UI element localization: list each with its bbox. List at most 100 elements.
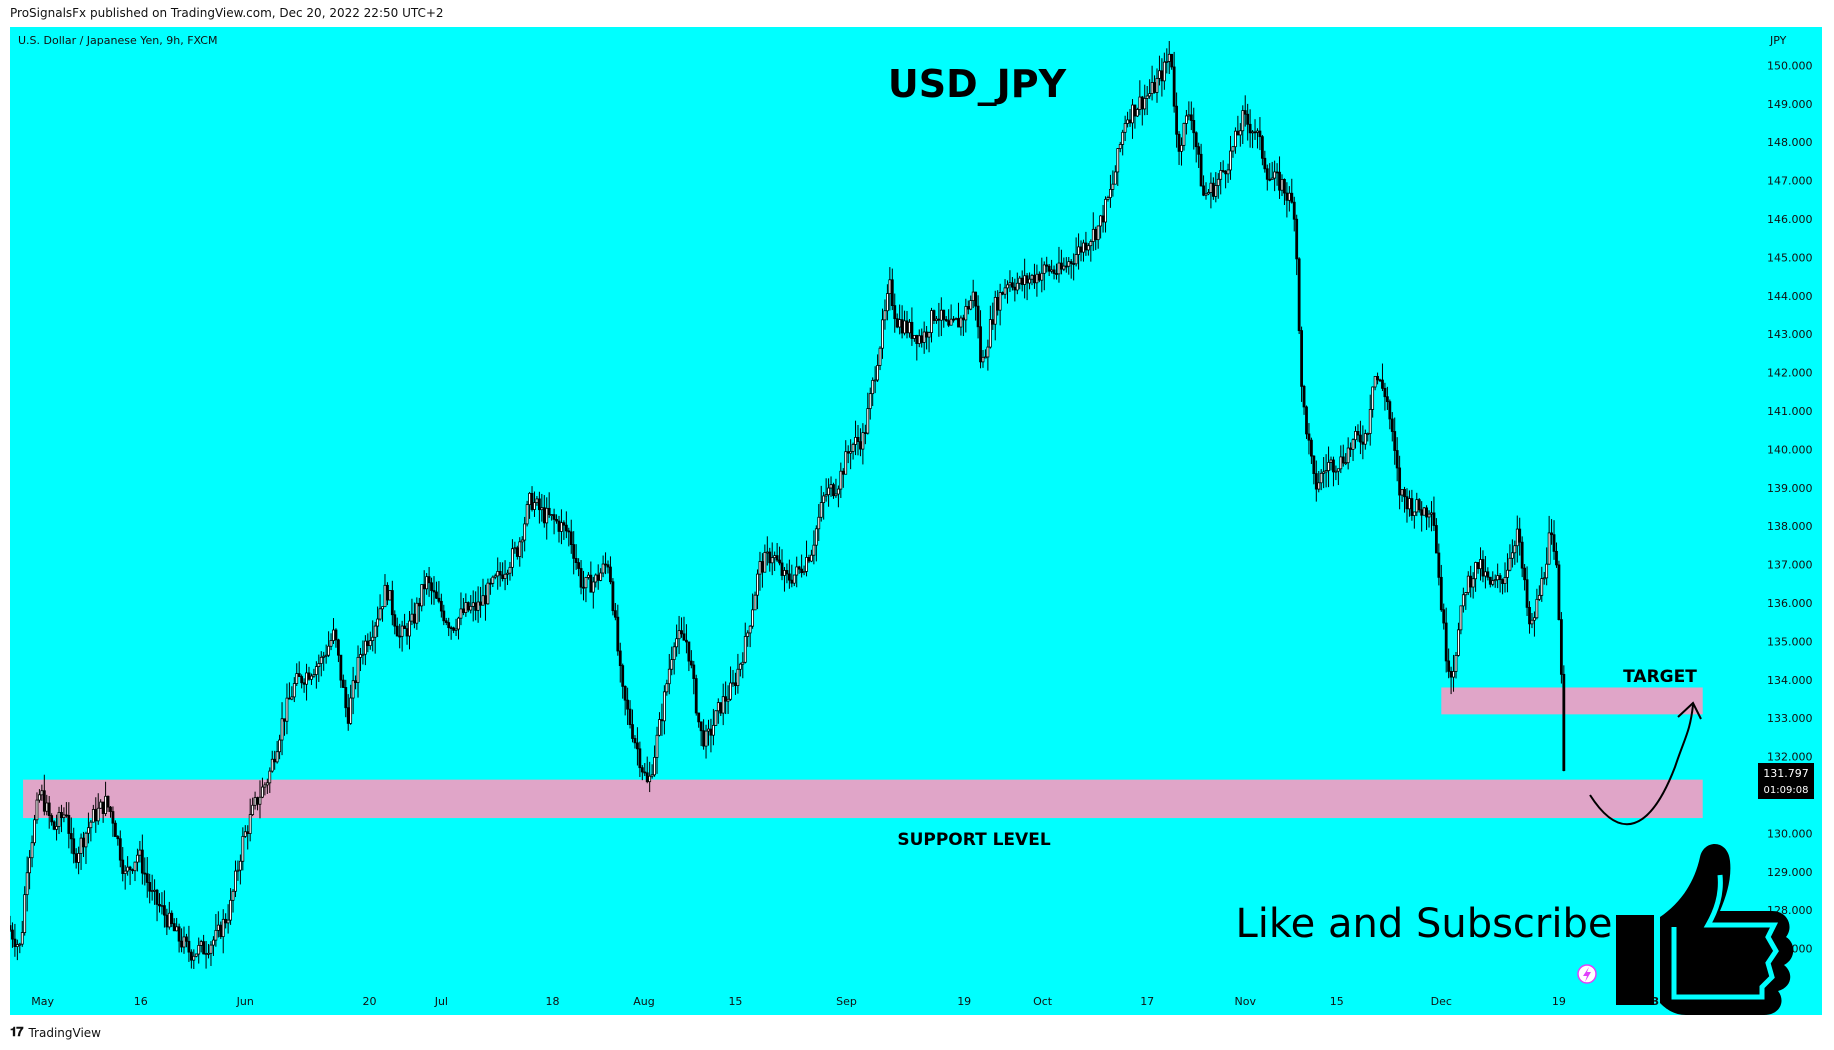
- candle-body: [1437, 552, 1441, 578]
- candle-body: [393, 614, 397, 627]
- candle-body: [564, 524, 568, 532]
- candle-body: [1077, 246, 1080, 255]
- candle-body: [329, 640, 333, 647]
- candle-body: [212, 939, 215, 946]
- candle-body: [905, 320, 909, 334]
- candle-body: [187, 940, 191, 953]
- candle-body: [508, 566, 512, 574]
- candle-body: [949, 318, 953, 326]
- candle-body: [670, 659, 674, 670]
- candle-body: [332, 629, 335, 641]
- candle-body: [1172, 66, 1176, 107]
- candle-body: [1415, 499, 1419, 513]
- candle-body: [790, 579, 794, 584]
- candle-body: [199, 941, 203, 946]
- candle-body: [1126, 119, 1129, 124]
- candle-body: [714, 710, 718, 726]
- candle-body: [87, 827, 90, 834]
- candle-body: [1273, 171, 1277, 179]
- candle-body: [163, 905, 166, 916]
- candle-body: [1381, 379, 1384, 389]
- candle-body: [1182, 123, 1186, 146]
- candle-body: [344, 687, 348, 709]
- candle-body: [836, 488, 840, 495]
- candle-body: [1488, 576, 1492, 585]
- candle-body: [1082, 242, 1085, 253]
- candle-body: [1361, 441, 1365, 445]
- candle-body: [143, 872, 147, 875]
- candle-body: [417, 602, 421, 607]
- y-tick-label: 140.000: [1767, 443, 1813, 456]
- price-chart[interactable]: May 16 Jun 20 Jul 18 Aug 15 Sep 19 Oct 17 Nov 15 Dec 19…: [8, 27, 1822, 1015]
- candle-body: [1170, 53, 1174, 68]
- candle-body: [1079, 246, 1083, 253]
- candle-body: [1496, 575, 1500, 581]
- candle-body: [1351, 439, 1355, 450]
- candle-body: [1143, 98, 1147, 110]
- candle-body: [1442, 609, 1446, 624]
- candle-body: [589, 574, 593, 593]
- candle-body: [1346, 447, 1350, 464]
- candle-body: [609, 566, 612, 583]
- candle-body: [57, 812, 61, 827]
- candle-body: [1430, 512, 1433, 515]
- candle-body: [932, 310, 936, 321]
- candle-body: [339, 654, 343, 681]
- candle-body: [741, 661, 745, 665]
- candle-body: [854, 437, 857, 445]
- candle-body: [734, 682, 737, 687]
- candle-body: [555, 518, 558, 522]
- candle-body: [204, 953, 208, 955]
- candle-body: [1192, 120, 1196, 134]
- candle-body: [1175, 105, 1179, 135]
- candle-body: [170, 912, 174, 925]
- y-tick-label: 139.000: [1767, 482, 1813, 495]
- y-tick-label: 130.000: [1767, 827, 1813, 840]
- candle-body: [1332, 459, 1335, 473]
- chart-panel[interactable]: May 16 Jun 20 Jul 18 Aug 15 Sep 19 Oct 17 Nov 15 Dec 19…: [8, 27, 1822, 1015]
- candle-body: [1020, 277, 1024, 285]
- x-tick-label: 16: [134, 995, 148, 1008]
- candle-body: [515, 547, 519, 557]
- candle-body: [957, 318, 960, 328]
- candle-body: [1439, 576, 1443, 611]
- candle-body: [775, 555, 779, 561]
- candle-body: [368, 640, 372, 647]
- candle-body: [974, 291, 978, 307]
- candle-body: [1408, 498, 1411, 510]
- chart-title: USD_JPY: [888, 62, 1067, 106]
- candle-body: [1131, 104, 1134, 124]
- candle-body: [1525, 579, 1529, 608]
- candle-body: [1145, 95, 1149, 99]
- candle-body: [275, 751, 279, 763]
- candle-body: [1297, 258, 1301, 331]
- candle-body: [1160, 70, 1164, 82]
- candle-body: [638, 748, 642, 769]
- candle-body: [261, 786, 264, 798]
- candle-body: [971, 291, 975, 301]
- candle-body: [444, 620, 448, 623]
- candle-body: [189, 951, 193, 961]
- candle-body: [1513, 545, 1517, 554]
- candle-body: [851, 444, 855, 452]
- candle-body: [601, 563, 605, 574]
- candle-body: [1008, 282, 1012, 286]
- candle-body: [981, 356, 985, 363]
- candle-body: [89, 821, 93, 829]
- candle-body: [1064, 265, 1068, 268]
- candle-body: [1162, 61, 1166, 82]
- candle-body: [582, 586, 585, 589]
- candle-body: [1224, 170, 1228, 175]
- x-tick-label: 19: [957, 995, 971, 1008]
- tradingview-logo-icon: 𝟏𝟕: [10, 1025, 24, 1040]
- brand-name: TradingView: [28, 1025, 101, 1040]
- candle-body: [1307, 433, 1311, 441]
- candle-body: [1420, 509, 1424, 516]
- candle-body: [716, 702, 720, 712]
- candle-body: [748, 625, 752, 634]
- candle-body: [1270, 177, 1274, 180]
- candle-body: [479, 601, 482, 606]
- candle-body: [1449, 671, 1453, 678]
- candle-body: [1197, 146, 1201, 155]
- candle-body: [1280, 178, 1284, 191]
